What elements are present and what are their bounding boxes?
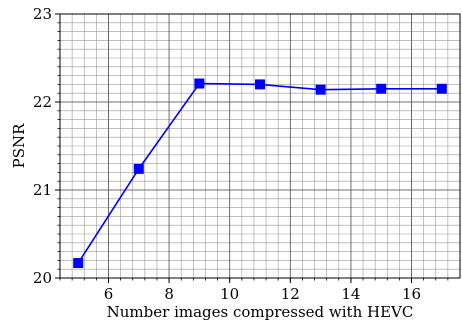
y-tick-label: 21 xyxy=(33,181,52,199)
series-layer xyxy=(73,78,447,269)
x-tick-label: 12 xyxy=(281,285,300,303)
y-tick-label: 20 xyxy=(33,269,52,287)
x-tick-label: 16 xyxy=(402,285,421,303)
x-tick-labels: 6 8 10 12 14 16 xyxy=(104,285,421,303)
data-point-marker xyxy=(133,163,144,174)
data-point-marker xyxy=(255,79,265,90)
x-tick-label: 10 xyxy=(220,285,239,303)
data-point-marker xyxy=(436,83,447,94)
axis-ticks xyxy=(55,13,449,283)
x-axis-label: Number images compressed with HEVC xyxy=(107,303,414,321)
data-point-marker xyxy=(315,84,326,95)
data-point-marker xyxy=(376,83,387,94)
x-tick-label: 14 xyxy=(341,285,360,303)
data-point-marker xyxy=(73,258,84,269)
x-tick-label: 8 xyxy=(164,285,174,303)
y-tick-label: 22 xyxy=(33,93,52,111)
y-axis-label: PSNR xyxy=(10,123,28,168)
y-tick-label: 23 xyxy=(33,5,52,23)
y-tick-labels: 20 21 22 23 xyxy=(33,5,52,287)
data-point-marker xyxy=(194,78,205,89)
x-tick-label: 6 xyxy=(104,285,114,303)
minor-grid xyxy=(60,14,460,278)
